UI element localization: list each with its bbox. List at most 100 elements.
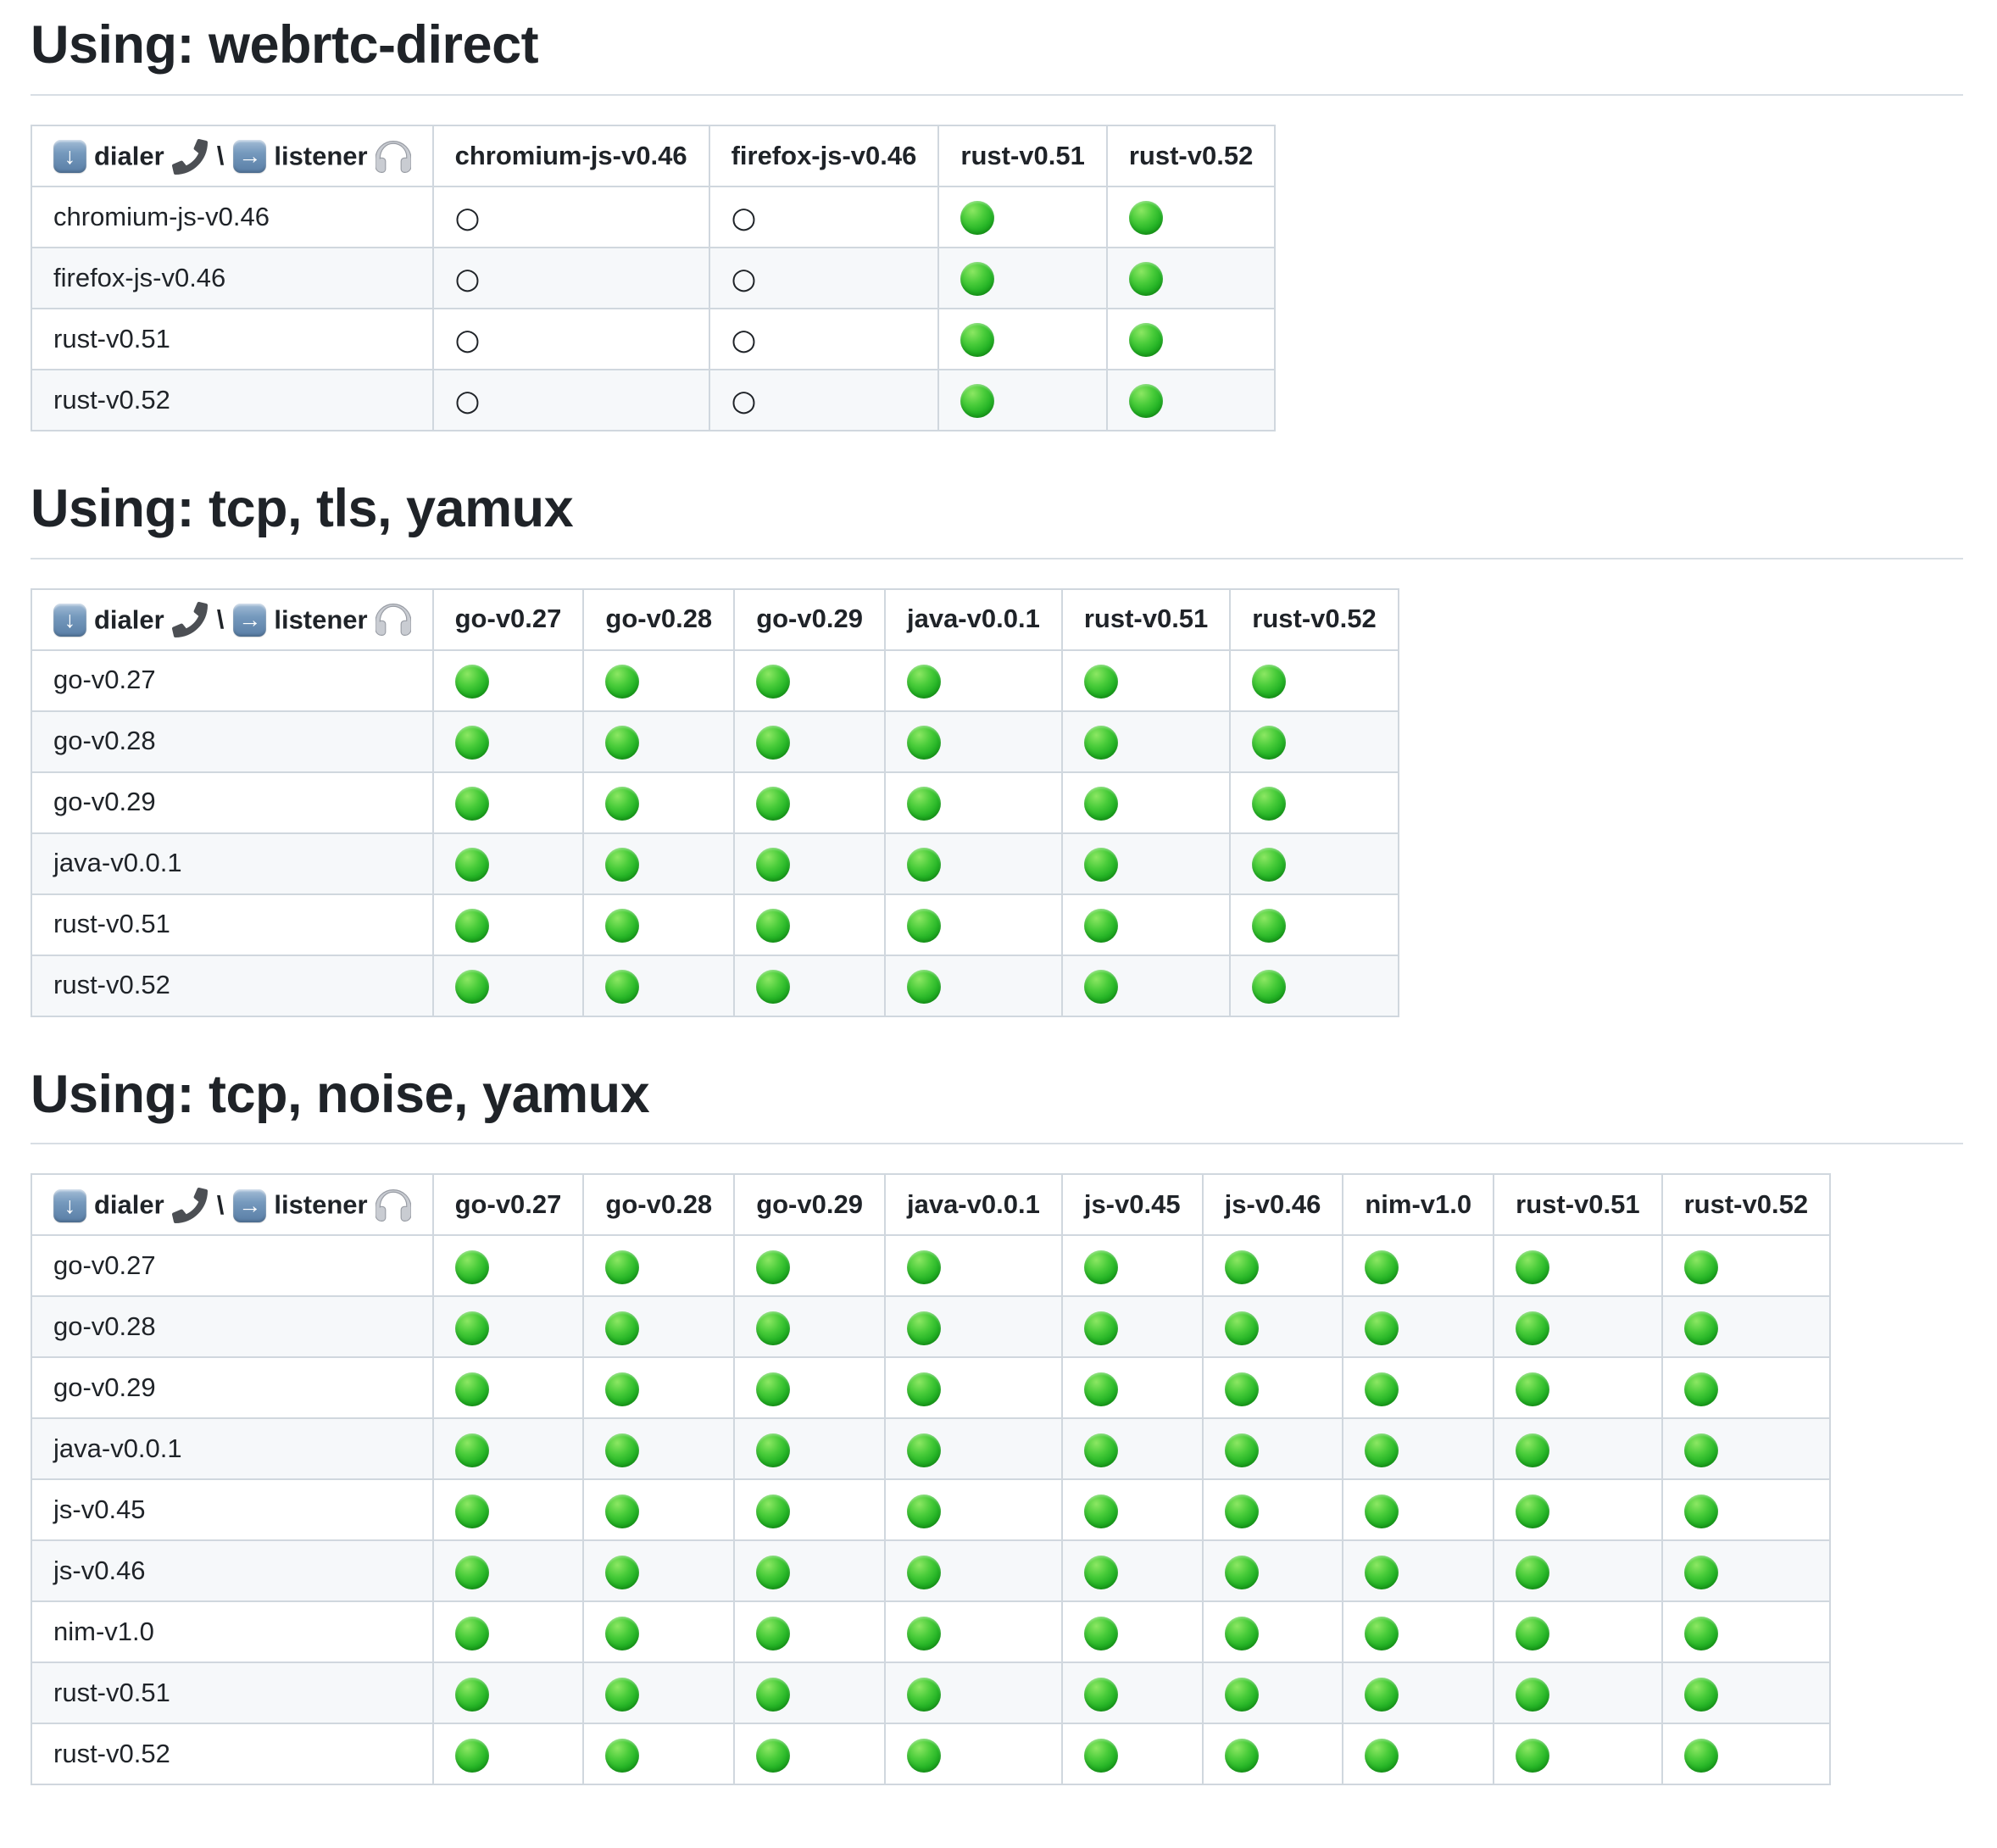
green-circle-icon: [1516, 1372, 1550, 1406]
result-cell: ○: [431, 368, 710, 431]
result-cell: [582, 832, 736, 895]
green-circle-icon: [1516, 1617, 1550, 1650]
result-cell: [733, 954, 886, 1017]
green-circle-icon: [960, 201, 995, 236]
matrix-row: rust-v0.52: [31, 1723, 1832, 1786]
result-cell: [582, 648, 736, 712]
green-circle-icon: [1252, 970, 1287, 1005]
result-cell: [582, 1234, 736, 1298]
result-cell: [1493, 1295, 1663, 1359]
result-cell: [1493, 1417, 1663, 1481]
green-circle-icon: [1083, 1678, 1118, 1712]
result-cell: [1342, 1600, 1495, 1664]
result-cell: [582, 1478, 736, 1542]
green-circle-icon: [756, 726, 791, 760]
white-circle-icon: ○: [454, 262, 481, 297]
green-circle-icon: [1083, 1372, 1118, 1406]
white-circle-icon: ○: [454, 201, 481, 236]
green-circle-icon: [756, 1433, 791, 1467]
green-circle-icon: [756, 1250, 791, 1284]
green-circle-icon: [960, 262, 995, 297]
green-circle-icon: [1128, 201, 1163, 236]
result-cell: [883, 648, 1063, 712]
dialer-listener-corner-header: ↓ dialer \ → listener: [31, 1173, 434, 1237]
result-cell: [883, 832, 1063, 895]
white-circle-icon: ○: [731, 384, 757, 419]
row-label: go-v0.28: [31, 1295, 434, 1359]
green-circle-icon: [1365, 1372, 1399, 1406]
result-cell: [1493, 1723, 1663, 1786]
green-circle-icon: [454, 787, 489, 821]
green-circle-icon: [1224, 1739, 1259, 1773]
interop-matrix-table: ↓ dialer \ → listener chromium-js-v0.46 firefo…: [31, 124, 1277, 431]
green-circle-icon: [1083, 970, 1118, 1005]
green-circle-icon: [1683, 1739, 1718, 1773]
result-cell: [1229, 832, 1399, 895]
result-cell: [937, 246, 1108, 309]
green-circle-icon: [454, 665, 489, 699]
result-cell: [431, 1356, 585, 1420]
result-cell: [431, 1539, 585, 1603]
green-circle-icon: [454, 848, 489, 882]
column-header: java-v0.0.1: [883, 587, 1063, 651]
result-cell: [1342, 1295, 1495, 1359]
result-cell: [1060, 1478, 1204, 1542]
green-circle-icon: [1083, 1250, 1118, 1284]
row-label: go-v0.28: [31, 710, 434, 773]
green-circle-icon: [756, 970, 791, 1005]
result-cell: ○: [708, 246, 940, 309]
header-row: ↓ dialer \ → listener chromium-js-v0.46 firefo…: [31, 124, 1277, 187]
result-cell: [733, 710, 886, 773]
column-header: java-v0.0.1: [883, 1173, 1063, 1237]
column-header: js-v0.45: [1060, 1173, 1204, 1237]
row-label: rust-v0.52: [31, 1723, 434, 1786]
green-circle-icon: [756, 1739, 791, 1773]
matrix-row: go-v0.27: [31, 648, 1399, 712]
green-circle-icon: [1683, 1250, 1718, 1284]
row-label: js-v0.45: [31, 1478, 434, 1542]
green-circle-icon: [1083, 665, 1118, 699]
green-circle-icon: [454, 1495, 489, 1528]
green-circle-icon: [906, 970, 941, 1005]
matrix-row: go-v0.28: [31, 1295, 1832, 1359]
column-header: rust-v0.51: [937, 124, 1108, 187]
row-label: go-v0.27: [31, 1234, 434, 1298]
section-heading: Using: webrtc-direct: [31, 12, 1963, 96]
green-circle-icon: [1224, 1617, 1259, 1650]
result-cell: [582, 1662, 736, 1725]
white-circle-icon: ○: [731, 201, 757, 236]
matrix-row: java-v0.0.1: [31, 1417, 1832, 1481]
green-circle-icon: [756, 848, 791, 882]
matrix-row: chromium-js-v0.46 ○ ○: [31, 185, 1277, 248]
green-circle-icon: [1128, 384, 1163, 419]
green-circle-icon: [1224, 1372, 1259, 1406]
result-cell: [1060, 771, 1232, 834]
green-circle-icon: [906, 1311, 941, 1345]
result-cell: [733, 832, 886, 895]
result-cell: [733, 1356, 886, 1420]
column-header: go-v0.29: [733, 1173, 886, 1237]
green-circle-icon: [1224, 1495, 1259, 1528]
green-circle-icon: [1365, 1739, 1399, 1773]
dialer-listener-corner-header: ↓ dialer \ → listener: [31, 124, 434, 187]
dialer-label: dialer: [94, 604, 164, 635]
result-cell: ○: [708, 185, 940, 248]
white-circle-icon: ○: [454, 323, 481, 358]
result-cell: [582, 954, 736, 1017]
result-cell: [1660, 1478, 1832, 1542]
result-cell: [1493, 1356, 1663, 1420]
result-cell: ○: [708, 368, 940, 431]
green-circle-icon: [1365, 1556, 1399, 1589]
matrix-row: firefox-js-v0.46 ○ ○: [31, 246, 1277, 309]
green-circle-icon: [454, 1433, 489, 1467]
green-circle-icon: [1252, 909, 1287, 943]
green-circle-icon: [960, 323, 995, 358]
result-cell: [883, 1234, 1063, 1298]
row-label: rust-v0.51: [31, 1662, 434, 1725]
result-cell: [937, 185, 1108, 248]
result-cell: [1201, 1723, 1344, 1786]
green-circle-icon: [454, 1739, 489, 1773]
result-cell: [582, 1417, 736, 1481]
green-circle-icon: [1683, 1433, 1718, 1467]
result-cell: [883, 1723, 1063, 1786]
